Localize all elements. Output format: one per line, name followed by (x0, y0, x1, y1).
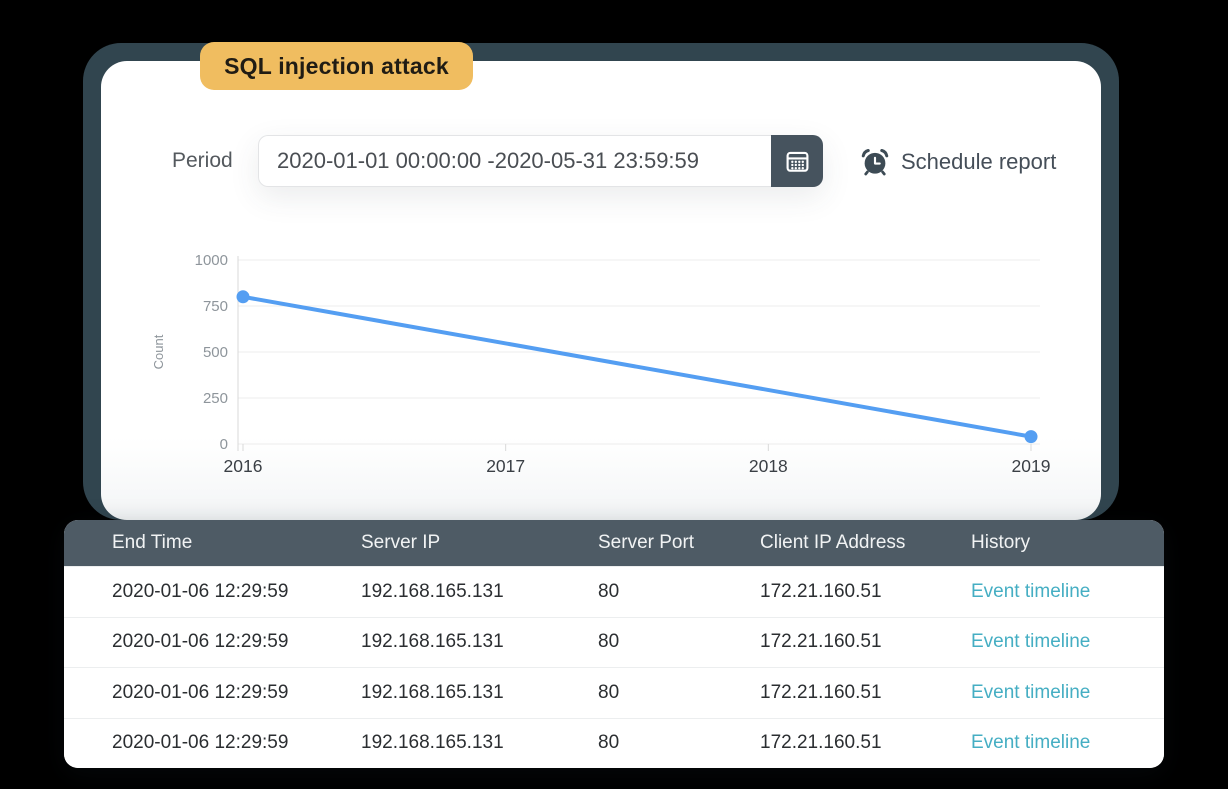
calendar-icon (786, 151, 808, 172)
server-ip-cell: 192.168.165.131 (361, 580, 504, 602)
svg-text:0: 0 (220, 436, 228, 453)
report-title-badge: SQL injection attack (200, 42, 473, 90)
end-time-cell: 2020-01-06 12:29:59 (112, 681, 289, 703)
client-ip-cell: 172.21.160.51 (760, 681, 882, 703)
table-row: 2020-01-06 12:29:59 192.168.165.131 80 1… (64, 566, 1164, 617)
period-label: Period (172, 149, 233, 172)
svg-text:500: 500 (203, 344, 228, 361)
col-history: History (971, 532, 1031, 553)
table-header: End Time Server IP Server Port Client IP… (64, 520, 1164, 566)
attack-events-table: End Time Server IP Server Port Client IP… (64, 520, 1164, 768)
server-port-cell: 80 (598, 681, 620, 703)
svg-text:750: 750 (203, 298, 228, 315)
server-port-cell: 80 (598, 580, 620, 602)
table-row: 2020-01-06 12:29:59 192.168.165.131 80 1… (64, 717, 1164, 768)
end-time-cell: 2020-01-06 12:29:59 (112, 631, 289, 653)
server-ip-cell: 192.168.165.131 (361, 631, 504, 653)
period-input-group (258, 135, 823, 187)
schedule-report-label: Schedule report (901, 149, 1057, 174)
period-range-input[interactable] (258, 135, 771, 187)
line-chart: 0 250 500 750 1000 2016 2017 2018 2019 Count (151, 252, 1050, 476)
col-client-ip: Client IP Address (760, 532, 906, 553)
schedule-report-button[interactable]: Schedule report (860, 146, 1056, 178)
table-row: 2020-01-06 12:29:59 192.168.165.131 80 1… (64, 616, 1164, 667)
calendar-button[interactable] (771, 135, 823, 187)
col-end-time: End Time (112, 532, 193, 553)
svg-text:2016: 2016 (224, 456, 263, 476)
server-port-cell: 80 (598, 732, 620, 754)
end-time-cell: 2020-01-06 12:29:59 (112, 580, 289, 602)
event-timeline-link[interactable]: Event timeline (971, 580, 1091, 602)
alarm-clock-icon (861, 149, 889, 176)
client-ip-cell: 172.21.160.51 (760, 631, 882, 653)
svg-text:2019: 2019 (1012, 456, 1050, 476)
svg-text:250: 250 (203, 390, 228, 407)
end-time-cell: 2020-01-06 12:29:59 (112, 732, 289, 754)
col-server-port: Server Port (598, 532, 695, 553)
svg-text:Count: Count (151, 334, 166, 369)
svg-text:1000: 1000 (195, 252, 228, 269)
table-row: 2020-01-06 12:29:59 192.168.165.131 80 1… (64, 667, 1164, 718)
client-ip-cell: 172.21.160.51 (760, 580, 882, 602)
server-ip-cell: 192.168.165.131 (361, 732, 504, 754)
server-ip-cell: 192.168.165.131 (361, 681, 504, 703)
event-timeline-link[interactable]: Event timeline (971, 681, 1091, 703)
col-server-ip: Server IP (361, 532, 441, 553)
server-port-cell: 80 (598, 631, 620, 653)
event-timeline-link[interactable]: Event timeline (971, 631, 1091, 653)
event-timeline-link[interactable]: Event timeline (971, 732, 1091, 754)
client-ip-cell: 172.21.160.51 (760, 732, 882, 754)
svg-text:2018: 2018 (749, 456, 788, 476)
svg-text:2017: 2017 (486, 456, 525, 476)
